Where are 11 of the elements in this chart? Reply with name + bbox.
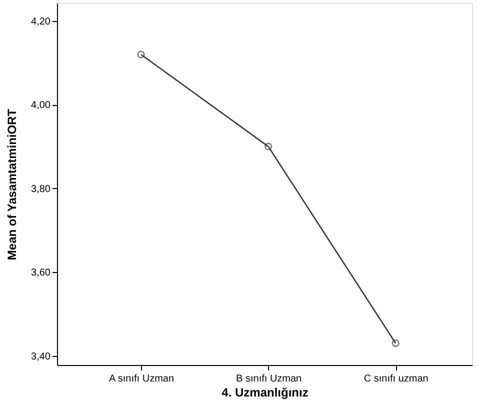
y-tick-label: 4,20: [31, 16, 51, 28]
y-tick-label: 3,40: [31, 351, 51, 362]
x-tick-label: C sınıfı uzman: [364, 374, 428, 384]
x-axis-title: 4. Uzmanlığınız: [222, 386, 308, 400]
y-axis-title: Mean of YasamtatminiORT: [5, 108, 20, 260]
y-tick-label: 4,00: [31, 100, 51, 112]
x-tick-label: A sınıfı Uzman: [109, 374, 174, 384]
y-tick-label: 3,80: [31, 184, 51, 195]
point: [264, 142, 272, 150]
x-tick-label: B sınıfı Uzman: [236, 374, 302, 384]
y-tick-label: 3,60: [31, 268, 51, 279]
